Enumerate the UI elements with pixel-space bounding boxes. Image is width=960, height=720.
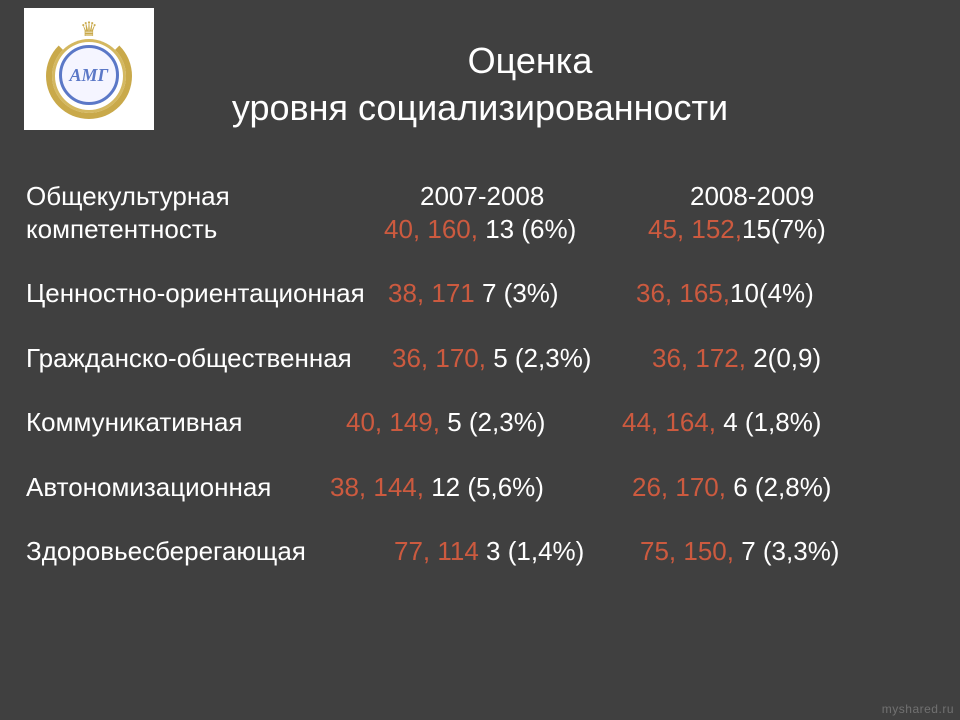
val-white: 5 (2,3%)	[486, 343, 592, 373]
year-header-2: 2008-2009	[690, 180, 814, 213]
val-white: 13 (6%)	[478, 214, 576, 244]
year-header-1: 2007-2008	[420, 180, 690, 213]
cell-y1: 38, 171 7 (3%)	[388, 277, 636, 310]
cell-y2: 36, 165,10(4%)	[636, 277, 814, 310]
val-white: 7 (3%)	[475, 278, 559, 308]
val-white: 10(4%)	[730, 278, 814, 308]
slide-title: Оценка уровня социализированности	[0, 38, 960, 132]
val-white: 15(7%)	[742, 214, 826, 244]
val-red: 75, 150,	[640, 536, 734, 566]
data-table: Общекультурная 2007-2008 2008-2009 компе…	[26, 180, 934, 568]
val-red: 45, 152,	[648, 214, 742, 244]
val-red: 36, 170,	[392, 343, 486, 373]
table-row: Общекультурная 2007-2008 2008-2009 компе…	[26, 180, 934, 245]
cell-y1: 77, 114 3 (1,4%)	[394, 535, 640, 568]
val-red: 36, 172,	[652, 343, 746, 373]
title-line-2: уровня социализированности	[0, 85, 960, 132]
val-red: 26, 170,	[632, 472, 726, 502]
val-white: 12 (5,6%)	[424, 472, 544, 502]
row-label: Ценностно-ориентационная	[26, 277, 388, 310]
row-label: Автономизационная	[26, 471, 330, 504]
cell-y2: 44, 164, 4 (1,8%)	[622, 406, 821, 439]
val-red: 77, 114	[394, 536, 479, 566]
table-row: Гражданско-общественная 36, 170, 5 (2,3%…	[26, 342, 934, 375]
val-red: 38, 171	[388, 278, 475, 308]
table-row: Ценностно-ориентационная 38, 171 7 (3%) …	[26, 277, 934, 310]
cell-y2: 75, 150, 7 (3,3%)	[640, 535, 839, 568]
title-line-1: Оценка	[0, 38, 960, 85]
cell-y1: 40, 149, 5 (2,3%)	[346, 406, 622, 439]
val-red: 40, 149,	[346, 407, 440, 437]
cell-y2: 26, 170, 6 (2,8%)	[632, 471, 831, 504]
val-white: 5 (2,3%)	[440, 407, 546, 437]
cell-y2: 45, 152,15(7%)	[648, 213, 826, 246]
table-row: Здоровьесберегающая 77, 114 3 (1,4%) 75,…	[26, 535, 934, 568]
row-label: Гражданско-общественная	[26, 342, 392, 375]
watermark: myshared.ru	[882, 702, 954, 716]
val-white: 3 (1,4%)	[479, 536, 585, 566]
val-white: 7 (3,3%)	[734, 536, 840, 566]
row-label: Коммуникативная	[26, 406, 346, 439]
val-white: 6 (2,8%)	[726, 472, 832, 502]
val-red: 44, 164,	[622, 407, 716, 437]
val-red: 38, 144,	[330, 472, 424, 502]
cell-y1: 38, 144, 12 (5,6%)	[330, 471, 632, 504]
table-row: Автономизационная 38, 144, 12 (5,6%) 26,…	[26, 471, 934, 504]
row-label: Здоровьесберегающая	[26, 535, 394, 568]
cell-y1: 40, 160, 13 (6%)	[384, 213, 648, 246]
row-label-line2: компетентность	[26, 213, 384, 246]
cell-y2: 36, 172, 2(0,9)	[652, 342, 821, 375]
val-white: 4 (1,8%)	[716, 407, 822, 437]
val-red: 40, 160,	[384, 214, 478, 244]
row-label-line1: Общекультурная	[26, 180, 420, 213]
table-row: Коммуникативная 40, 149, 5 (2,3%) 44, 16…	[26, 406, 934, 439]
val-red: 36, 165,	[636, 278, 730, 308]
cell-y1: 36, 170, 5 (2,3%)	[392, 342, 652, 375]
val-white: 2(0,9)	[746, 343, 821, 373]
